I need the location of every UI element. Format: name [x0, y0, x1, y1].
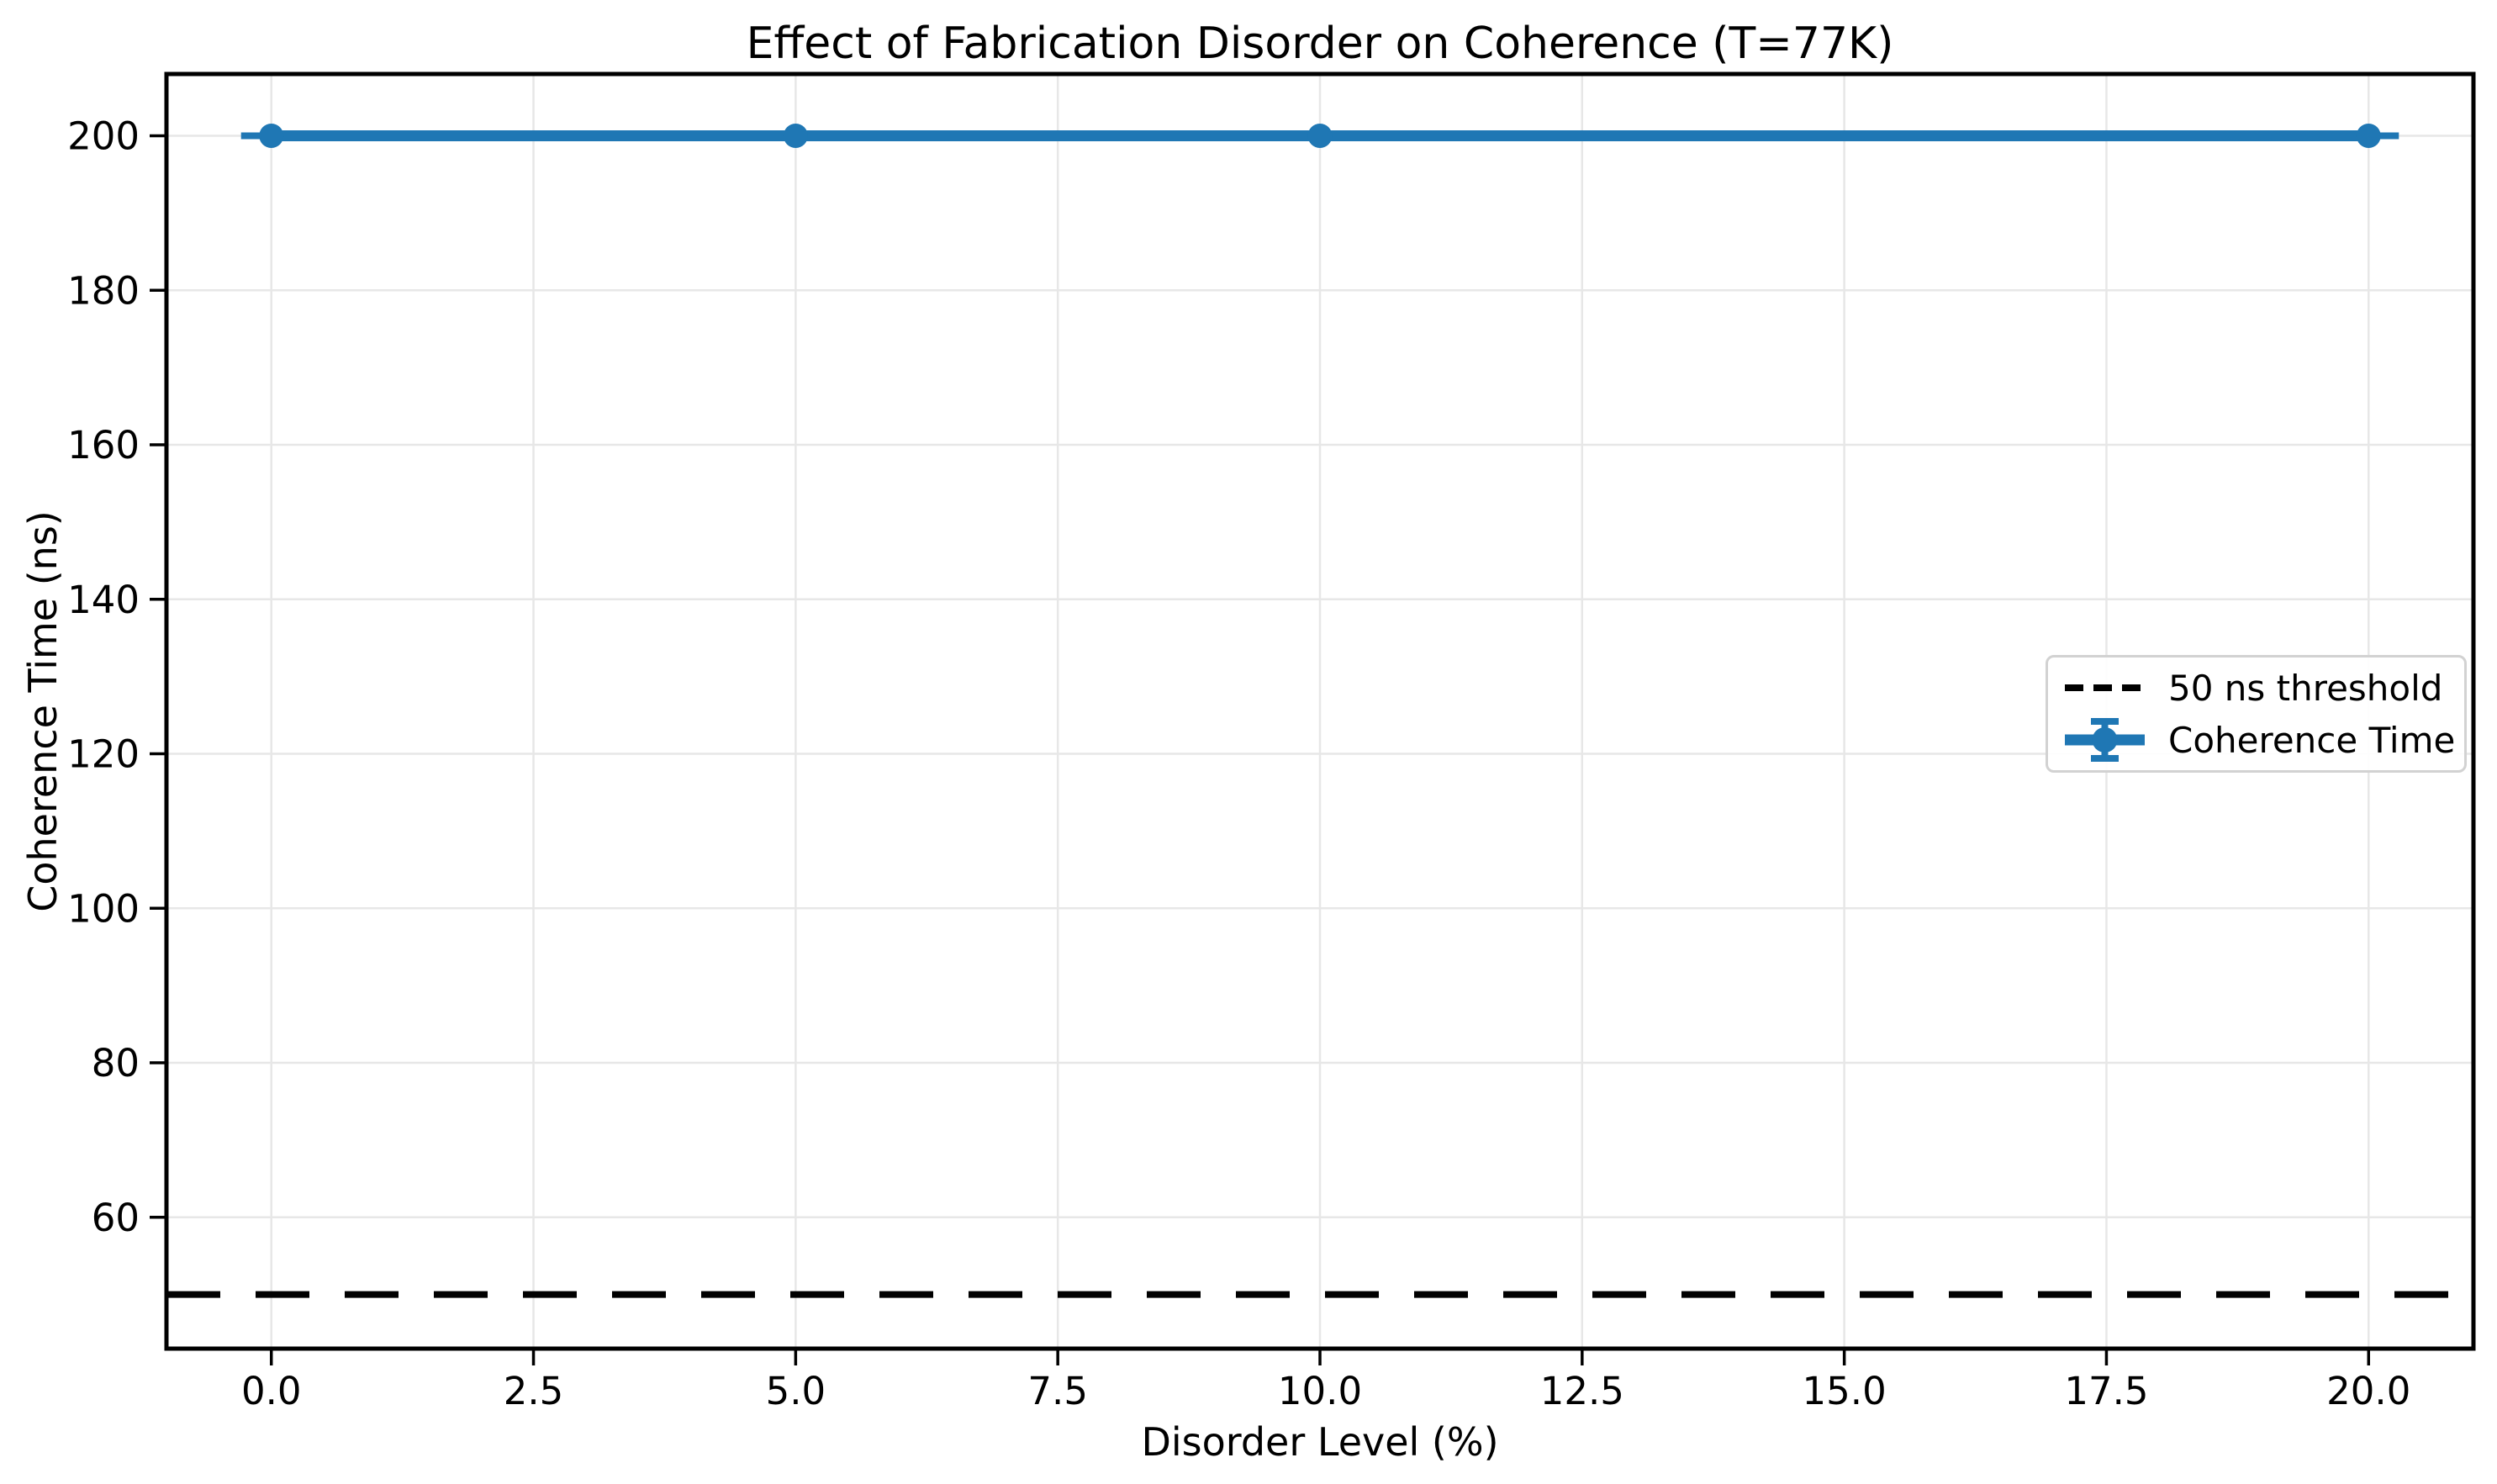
- data-point-marker: [783, 124, 808, 149]
- gridlines: [166, 74, 2473, 1349]
- data-point-marker: [2356, 124, 2381, 149]
- spines: [164, 71, 2476, 1351]
- x-tick-label: 2.5: [504, 1369, 564, 1413]
- x-axis-label: Disorder Level (%): [1141, 1419, 1499, 1465]
- x-tick-label: 5.0: [766, 1369, 826, 1413]
- x-tick-label: 15.0: [1803, 1369, 1887, 1413]
- legend-label-threshold: 50 ns threshold: [2168, 667, 2443, 709]
- data-point-marker: [259, 124, 284, 149]
- x-tick-label: 20.0: [2326, 1369, 2410, 1413]
- x-tick-label: 10.0: [1278, 1369, 1362, 1413]
- y-tick-label: 120: [67, 732, 140, 777]
- legend-item-coherence-time: Coherence Time: [2065, 715, 2455, 765]
- series-coherence-time: [240, 124, 2399, 149]
- x-axis-ticks: 0.0 2.5 5.0 7.5 10.0 12.5 15.0 17.5 20.0: [241, 1350, 2410, 1413]
- x-tick-label: 12.5: [1540, 1369, 1624, 1413]
- y-tick-label: 60: [92, 1196, 140, 1240]
- x-tick-label: 0.0: [241, 1369, 302, 1413]
- y-tick-label: 100: [67, 886, 140, 931]
- y-tick-label: 200: [67, 114, 140, 159]
- y-tick-label: 140: [67, 578, 140, 622]
- y-tick-label: 160: [67, 423, 140, 467]
- legend: 50 ns threshold Coherence Time: [2046, 655, 2467, 773]
- y-tick-label: 80: [92, 1041, 140, 1085]
- y-tick-label: 180: [67, 268, 140, 313]
- y-axis-ticks: 60 80 100 120 140 160 180 200: [67, 114, 165, 1240]
- data-point-marker: [1307, 124, 1333, 149]
- chart-title: Effect of Fabrication Disorder on Cohere…: [746, 18, 1894, 69]
- errorbar-marker-icon: [2065, 718, 2145, 762]
- x-tick-label: 17.5: [2064, 1369, 2148, 1413]
- legend-label-coherence-time: Coherence Time: [2168, 719, 2456, 761]
- legend-item-threshold: 50 ns threshold: [2065, 663, 2447, 713]
- x-tick-label: 7.5: [1027, 1369, 1088, 1413]
- dashed-line-icon: [2065, 684, 2145, 691]
